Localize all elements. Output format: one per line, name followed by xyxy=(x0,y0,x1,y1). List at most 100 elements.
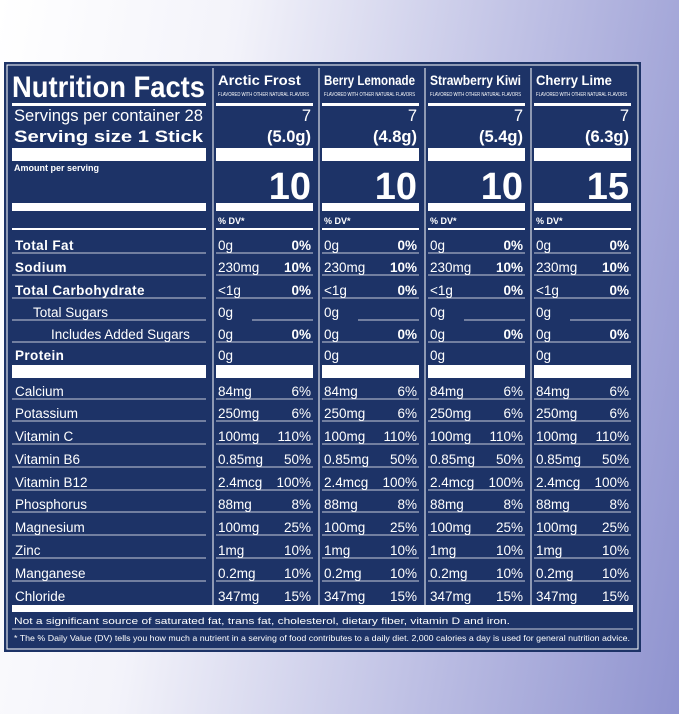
daily-value: 8% xyxy=(291,497,311,512)
thick-rule xyxy=(534,148,631,161)
amount: 0.2mg xyxy=(536,566,574,581)
daily-value: 8% xyxy=(609,497,629,512)
daily-value: 10% xyxy=(602,543,629,558)
calories: 10 xyxy=(269,166,311,208)
amount: 0.2mg xyxy=(218,566,256,581)
calories: 10 xyxy=(481,166,523,208)
daily-value: 0% xyxy=(291,238,311,253)
thick-rule xyxy=(428,148,525,161)
amount: 0g xyxy=(536,327,551,342)
calories: 10 xyxy=(375,166,417,208)
flavor-name: Berry Lemonade xyxy=(324,72,415,88)
amount: 1mg xyxy=(536,543,562,558)
rule xyxy=(12,228,206,230)
servings: 7 xyxy=(408,107,417,125)
amount: 1mg xyxy=(218,543,244,558)
daily-value: 50% xyxy=(602,452,629,467)
nutrient-name: Total Carbohydrate xyxy=(15,283,145,298)
rule xyxy=(428,103,525,106)
amount: 88mg xyxy=(430,497,464,512)
nutrient-name: Potassium xyxy=(15,406,78,421)
amount: <1g xyxy=(536,283,559,298)
nutrient-name: Protein xyxy=(15,348,64,363)
amount: 347mg xyxy=(218,589,259,604)
daily-value: 6% xyxy=(291,384,311,399)
daily-value: 10% xyxy=(284,543,311,558)
daily-value: 25% xyxy=(390,520,417,535)
daily-value: 10% xyxy=(496,543,523,558)
daily-value: 0% xyxy=(397,238,417,253)
flavor-name: Strawberry Kiwi xyxy=(430,72,521,88)
amount: 2.4mcg xyxy=(218,475,262,490)
daily-value: 0% xyxy=(397,283,417,298)
section-rule xyxy=(322,365,419,378)
daily-value: 0% xyxy=(609,327,629,342)
amount: 100mg xyxy=(324,520,365,535)
daily-value: 10% xyxy=(390,260,417,275)
amount: <1g xyxy=(430,283,453,298)
serving-size: (6.3g) xyxy=(585,128,629,146)
daily-value: 10% xyxy=(284,260,311,275)
daily-value: 15% xyxy=(602,589,629,604)
daily-value: 50% xyxy=(390,452,417,467)
flavor-note: FLAVORED WITH OTHER NATURAL FLAVORS xyxy=(430,92,521,98)
daily-value: 8% xyxy=(397,497,417,512)
daily-value: 0% xyxy=(503,283,523,298)
daily-value: 6% xyxy=(503,384,523,399)
amount: 88mg xyxy=(218,497,252,512)
nutrient-name: Phosphorus xyxy=(15,497,87,512)
daily-value: 8% xyxy=(503,497,523,512)
medium-rule xyxy=(322,203,419,211)
thick-rule xyxy=(12,148,206,161)
daily-value: 10% xyxy=(390,566,417,581)
daily-value: 6% xyxy=(609,384,629,399)
amount: 0g xyxy=(218,348,233,363)
nutrient-name: Includes Added Sugars xyxy=(51,327,190,342)
nutrient-name: Total Sugars xyxy=(33,305,108,320)
rule xyxy=(216,103,313,106)
nutrient-name: Calcium xyxy=(15,384,64,399)
rule xyxy=(216,228,313,230)
amount: 250mg xyxy=(218,406,259,421)
nutrient-name: Total Fat xyxy=(15,238,74,253)
amount: 0.85mg xyxy=(536,452,581,467)
daily-value: 0% xyxy=(609,238,629,253)
daily-value: 50% xyxy=(284,452,311,467)
title: Nutrition Facts xyxy=(12,71,205,104)
daily-value: 0% xyxy=(503,327,523,342)
amount: 0g xyxy=(324,327,339,342)
dv-header: % DV* xyxy=(218,216,245,226)
amount: 100mg xyxy=(324,429,365,444)
section-rule xyxy=(216,365,313,378)
amount: 230mg xyxy=(218,260,259,275)
daily-value: 0% xyxy=(291,327,311,342)
nutrient-name: Vitamin B12 xyxy=(15,475,88,490)
amount: 100mg xyxy=(218,520,259,535)
daily-value: 100% xyxy=(382,475,417,490)
servings-label: Servings per container 28 xyxy=(14,107,203,125)
amount: 84mg xyxy=(218,384,252,399)
medium-rule xyxy=(534,203,631,211)
rule xyxy=(322,228,419,230)
daily-value: 50% xyxy=(496,452,523,467)
dv-header: % DV* xyxy=(536,216,563,226)
daily-value: 110% xyxy=(489,429,523,444)
amount: <1g xyxy=(218,283,241,298)
amount-label: Amount per serving xyxy=(14,163,99,173)
medium-rule xyxy=(428,203,525,211)
daily-value: 6% xyxy=(291,406,311,421)
daily-value: 6% xyxy=(609,406,629,421)
section-rule xyxy=(534,365,631,378)
amount: 230mg xyxy=(430,260,471,275)
amount: 0g xyxy=(430,327,445,342)
daily-value: 110% xyxy=(595,429,629,444)
daily-value: 6% xyxy=(397,384,417,399)
amount: 230mg xyxy=(324,260,365,275)
amount: 0.85mg xyxy=(324,452,369,467)
flavor-note: FLAVORED WITH OTHER NATURAL FLAVORS xyxy=(218,92,309,98)
amount: 0.2mg xyxy=(430,566,468,581)
amount: 88mg xyxy=(324,497,358,512)
label-border xyxy=(6,64,639,650)
daily-value: 15% xyxy=(496,589,523,604)
